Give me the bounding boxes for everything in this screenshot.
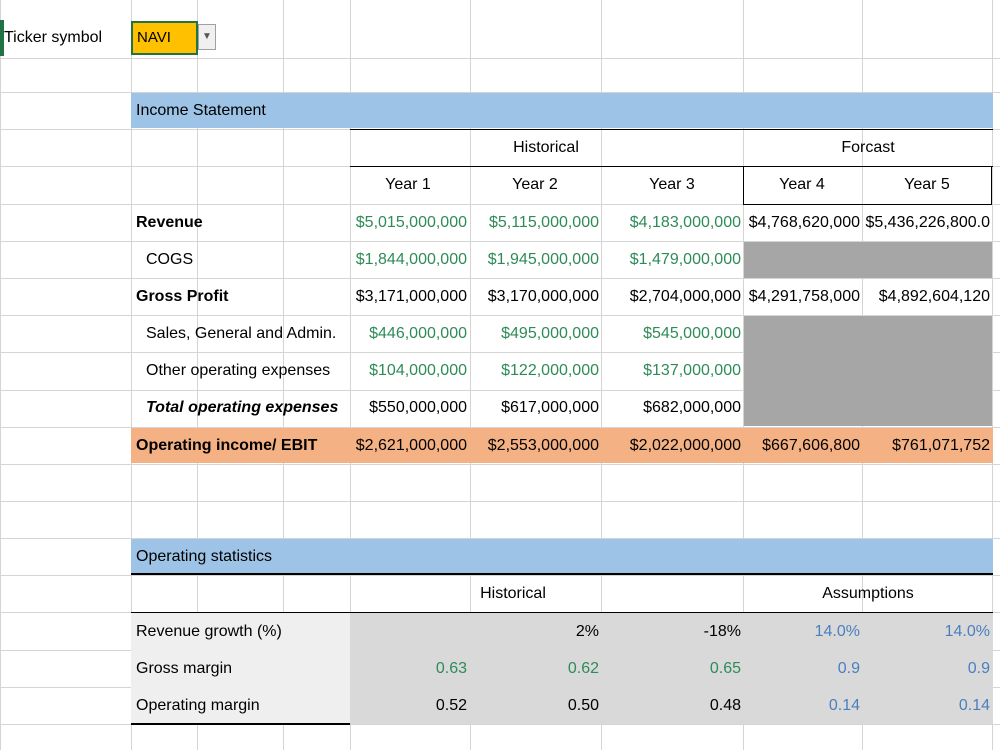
forecast-blank-cogs — [744, 242, 992, 278]
ebit-y3[interactable]: $2,022,000,000 — [629, 437, 741, 454]
year-header-1: Year 1 — [385, 176, 431, 193]
revenue-y4[interactable]: $4,768,620,000 — [748, 214, 860, 231]
cogs-y2[interactable]: $1,945,000,000 — [487, 251, 599, 268]
gross-profit-y4[interactable]: $4,291,758,000 — [748, 288, 860, 305]
revenue-growth-y2[interactable]: 2% — [575, 623, 599, 640]
stats-historical-header: Historical — [480, 585, 546, 602]
income-forecast-header: Forcast — [841, 139, 895, 156]
stats-data-area — [350, 613, 993, 724]
operating-margin-y1[interactable]: 0.52 — [435, 697, 467, 714]
row-label-ebit: Operating income/ EBIT — [136, 437, 318, 454]
stats-label-revenue-growth: Revenue growth (%) — [136, 623, 282, 640]
row-label-sga: Sales, General and Admin. — [146, 325, 337, 342]
operating-stats-title: Operating statistics — [136, 548, 273, 565]
gross-profit-y1[interactable]: $3,171,000,000 — [355, 288, 467, 305]
income-historical-header: Historical — [513, 139, 579, 156]
gross-margin-y5[interactable]: 0.9 — [967, 660, 990, 677]
revenue-growth-y5[interactable]: 14.0% — [944, 623, 990, 640]
other-opex-y3[interactable]: $137,000,000 — [643, 362, 741, 379]
ebit-y1[interactable]: $2,621,000,000 — [355, 437, 467, 454]
ebit-y2[interactable]: $2,553,000,000 — [487, 437, 599, 454]
operating-margin-y2[interactable]: 0.50 — [567, 697, 599, 714]
gross-profit-y3[interactable]: $2,704,000,000 — [629, 288, 741, 305]
ticker-input[interactable]: NAVI — [131, 21, 198, 55]
income-statement-title: Income Statement — [136, 102, 266, 119]
ticker-dropdown-button[interactable]: ▼ — [198, 24, 216, 50]
stats-assumptions-header: Assumptions — [822, 585, 914, 602]
ticker-label: Ticker symbol — [4, 29, 103, 46]
cogs-y1[interactable]: $1,844,000,000 — [355, 251, 467, 268]
operating-margin-y4[interactable]: 0.14 — [828, 697, 860, 714]
operating-margin-y5[interactable]: 0.14 — [958, 697, 990, 714]
row-label-gross-profit: Gross Profit — [136, 288, 229, 305]
cogs-y3[interactable]: $1,479,000,000 — [629, 251, 741, 268]
year-header-4: Year 4 — [779, 176, 825, 193]
year-header-2: Year 2 — [512, 176, 558, 193]
operating-stats-header — [131, 539, 993, 574]
revenue-growth-y3[interactable]: -18% — [703, 623, 741, 640]
revenue-y1[interactable]: $5,015,000,000 — [355, 214, 467, 231]
chevron-down-icon: ▼ — [202, 31, 212, 42]
revenue-y2[interactable]: $5,115,000,000 — [488, 214, 599, 231]
row-label-revenue: Revenue — [136, 214, 203, 231]
total-opex-y1[interactable]: $550,000,000 — [369, 399, 467, 416]
stats-label-gross-margin: Gross margin — [136, 660, 233, 677]
gross-profit-y2[interactable]: $3,170,000,000 — [487, 288, 599, 305]
sga-y1[interactable]: $446,000,000 — [369, 325, 467, 342]
other-opex-y1[interactable]: $104,000,000 — [369, 362, 467, 379]
ebit-y5[interactable]: $761,071,752 — [892, 437, 990, 454]
row-label-total-opex: Total operating expenses — [146, 399, 339, 416]
row-label-cogs: COGS — [146, 251, 194, 268]
gross-profit-y5[interactable]: $4,892,604,120 — [878, 288, 990, 305]
gross-margin-y3[interactable]: 0.65 — [709, 660, 741, 677]
sga-y3[interactable]: $545,000,000 — [643, 325, 741, 342]
stats-label-operating-margin: Operating margin — [136, 697, 260, 714]
revenue-y5[interactable]: $5,436,226,800.0 — [865, 214, 990, 231]
revenue-y3[interactable]: $4,183,000,000 — [629, 214, 741, 231]
gross-margin-y2[interactable]: 0.62 — [567, 660, 599, 677]
ebit-band — [131, 428, 993, 463]
forecast-blank-expenses — [744, 316, 992, 426]
operating-margin-y3[interactable]: 0.48 — [709, 697, 741, 714]
ebit-y4[interactable]: $667,606,800 — [762, 437, 860, 454]
total-opex-y3[interactable]: $682,000,000 — [643, 399, 741, 416]
gross-margin-y1[interactable]: 0.63 — [435, 660, 467, 677]
row-label-other-opex: Other operating expenses — [146, 362, 331, 379]
sga-y2[interactable]: $495,000,000 — [501, 325, 599, 342]
year-header-3: Year 3 — [649, 176, 695, 193]
revenue-growth-y4[interactable]: 14.0% — [814, 623, 860, 640]
other-opex-y2[interactable]: $122,000,000 — [501, 362, 599, 379]
total-opex-y2[interactable]: $617,000,000 — [501, 399, 599, 416]
income-statement-header — [131, 93, 993, 128]
gross-margin-y4[interactable]: 0.9 — [837, 660, 860, 677]
year-header-5: Year 5 — [904, 176, 950, 193]
